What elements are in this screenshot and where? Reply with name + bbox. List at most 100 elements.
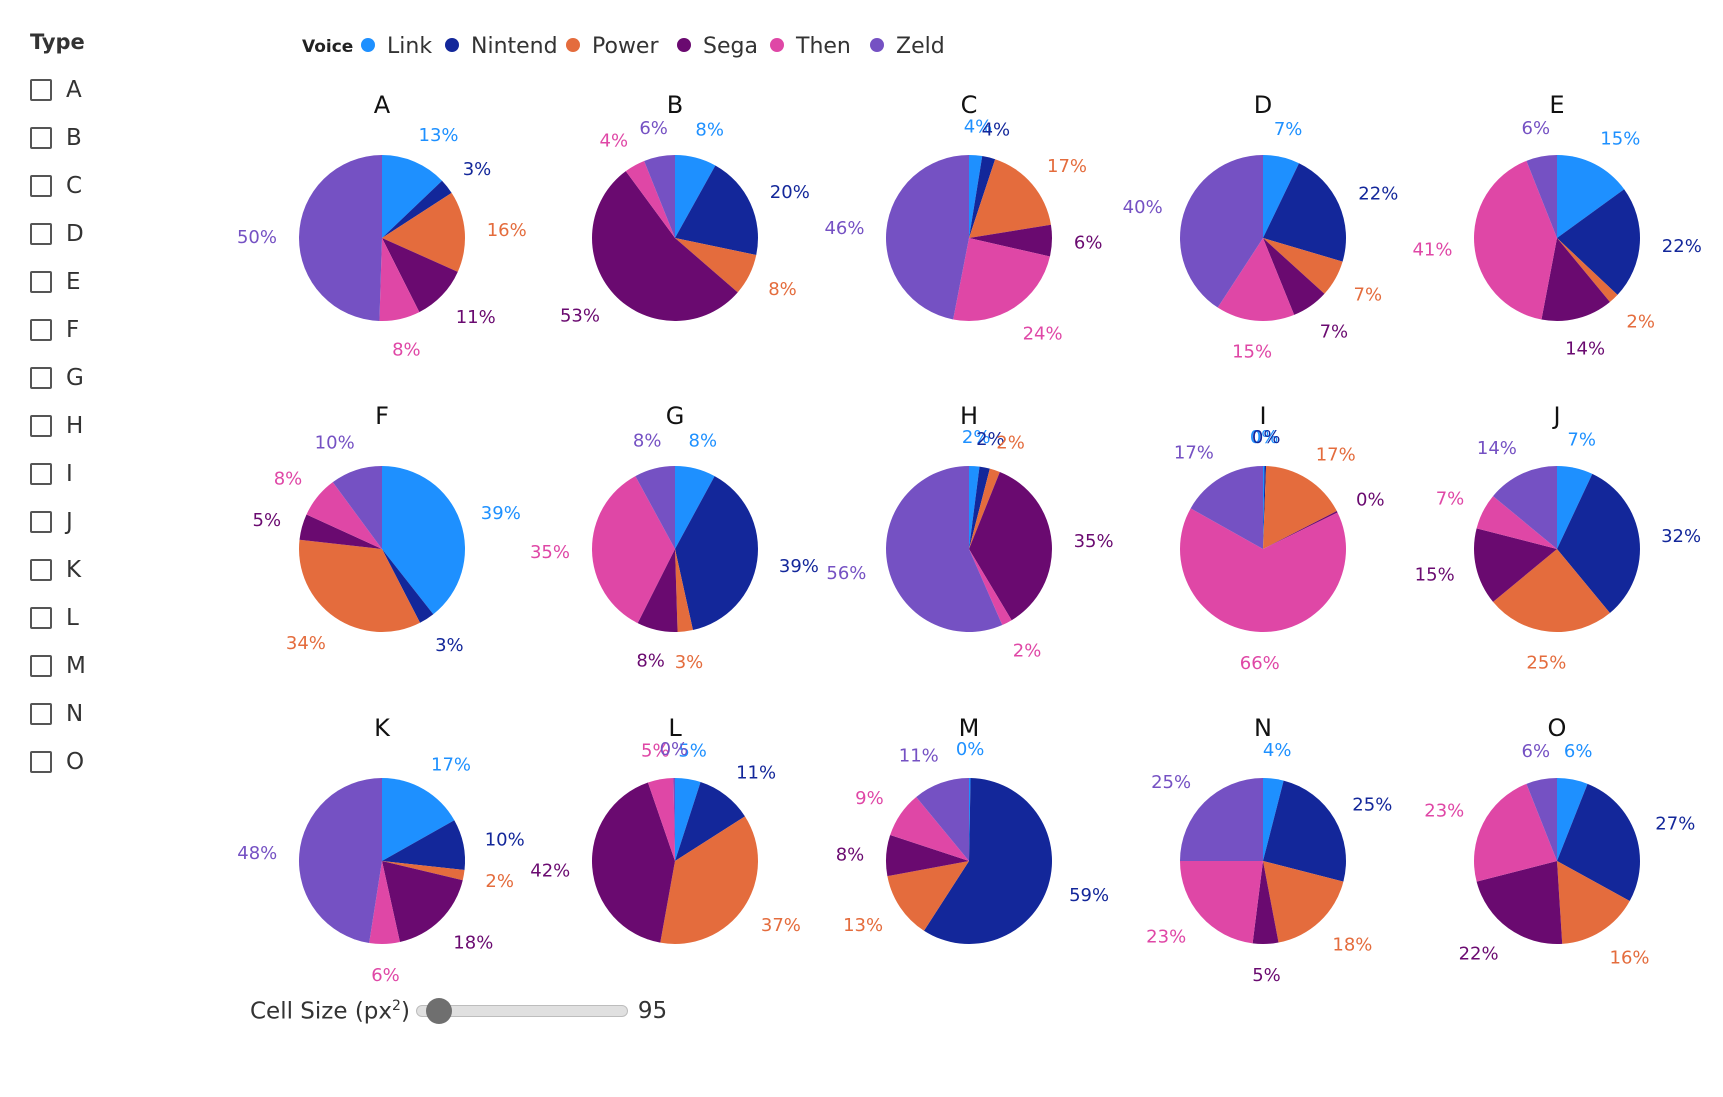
type-checkbox[interactable] [30,703,52,725]
pie-slice-then[interactable] [647,778,675,861]
pie-slice-power[interactable] [1263,238,1343,294]
pie-slice-nintend[interactable] [1263,466,1267,549]
pie-slice-zeld[interactable] [644,155,675,238]
pie-slice-nintend[interactable] [382,180,452,238]
cell-size-slider-thumb[interactable] [426,998,453,1025]
pie-slice-link[interactable] [382,155,443,238]
pie-slice-then[interactable] [1474,160,1557,320]
pie-slice-zeld[interactable] [1180,155,1263,308]
pie-slice-sega[interactable] [382,861,463,943]
pie-slice-sega[interactable] [1263,511,1338,549]
pie-slice-link[interactable] [675,466,715,549]
pie-slice-then[interactable] [1476,496,1557,549]
type-option-i[interactable]: I [30,450,200,498]
pie-slice-link[interactable] [382,778,455,861]
pie-slice-power[interactable] [1557,238,1618,302]
legend-item-nintend[interactable]: Nintend [445,34,558,59]
pie-slice-zeld[interactable] [1493,466,1557,549]
pie-slice-sega[interactable] [1476,861,1563,945]
cell-size-slider[interactable] [415,998,628,1025]
legend-item-zeld[interactable]: Zeld [870,34,945,59]
type-checkbox[interactable] [30,607,52,629]
pie-slice-zeld[interactable] [885,155,969,320]
pie-slice-link[interactable] [1263,155,1300,238]
type-checkbox[interactable] [30,271,52,293]
pie-slice-nintend[interactable] [1557,473,1640,613]
pie-slice-power[interactable] [382,861,465,881]
type-option-e[interactable]: E [30,258,200,306]
type-option-h[interactable]: H [30,402,200,450]
pie-slice-zeld[interactable] [1526,778,1557,861]
pie-slice-sega[interactable] [591,782,675,943]
pie-slice-then[interactable] [1180,861,1263,944]
pie-slice-power[interactable] [969,468,1000,549]
pie-slice-sega[interactable] [886,835,969,877]
pie-slice-nintend[interactable] [969,156,996,238]
pie-slice-sega[interactable] [637,549,678,633]
pie-slice-then[interactable] [1179,508,1346,633]
pie-slice-then[interactable] [379,238,420,322]
pie-slice-power[interactable] [660,816,759,944]
pie-slice-nintend[interactable] [382,549,434,623]
type-checkbox[interactable] [30,463,52,485]
type-checkbox[interactable] [30,223,52,245]
pie-slice-then[interactable] [969,549,1012,626]
type-checkbox[interactable] [30,655,52,677]
legend-item-link[interactable]: Link [361,34,432,59]
type-checkbox[interactable] [30,79,52,101]
pie-slice-then[interactable] [369,861,400,945]
type-checkbox[interactable] [30,319,52,341]
type-option-f[interactable]: F [30,306,200,354]
pie-slice-nintend[interactable] [1557,189,1641,295]
type-option-d[interactable]: D [30,210,200,258]
pie-slice-then[interactable] [1474,783,1557,882]
type-option-m[interactable]: M [30,642,200,690]
pie-slice-nintend[interactable] [675,165,758,255]
pie-slice-zeld[interactable] [298,778,382,943]
pie-slice-power[interactable] [298,539,421,632]
pie-slice-link[interactable] [382,466,465,615]
type-option-l[interactable]: L [30,594,200,642]
pie-slice-then[interactable] [625,160,675,238]
pie-slice-nintend[interactable] [382,820,466,871]
pie-slice-power[interactable] [675,238,757,293]
pie-slice-power[interactable] [887,861,969,931]
pie-slice-zeld[interactable] [886,466,1003,632]
pie-slice-link[interactable] [969,155,983,238]
pie-slice-sega[interactable] [969,224,1053,257]
pie-slice-zeld[interactable] [1190,466,1263,549]
pie-slice-sega[interactable] [1263,238,1325,315]
type-checkbox[interactable] [30,415,52,437]
pie-slice-zeld[interactable] [635,466,675,549]
pie-slice-sega[interactable] [299,514,382,549]
pie-slice-nintend[interactable] [969,466,990,549]
pie-slice-sega[interactable] [1541,238,1610,321]
type-checkbox[interactable] [30,751,52,773]
pie-slice-zeld[interactable] [332,466,382,549]
pie-slice-then[interactable] [591,476,675,624]
type-option-b[interactable]: B [30,114,200,162]
type-checkbox[interactable] [30,127,52,149]
pie-slice-nintend[interactable] [1557,783,1640,901]
pie-slice-then[interactable] [953,238,1050,322]
type-option-o[interactable]: O [30,738,200,786]
pie-slice-sega[interactable] [592,171,738,321]
pie-slice-then[interactable] [890,796,969,861]
pie-slice-zeld[interactable] [1526,155,1557,238]
legend-item-then[interactable]: Then [770,34,851,59]
pie-slice-zeld[interactable] [673,777,675,861]
pie-slice-nintend[interactable] [675,782,745,861]
pie-slice-nintend[interactable] [675,476,758,631]
pie-slice-power[interactable] [969,159,1051,238]
pie-slice-power[interactable] [1263,861,1344,943]
pie-slice-power[interactable] [1557,861,1630,944]
type-checkbox[interactable] [30,511,52,533]
pie-slice-link[interactable] [969,466,980,549]
type-checkbox[interactable] [30,367,52,389]
pie-slice-link[interactable] [1557,155,1625,238]
pie-slice-sega[interactable] [1474,528,1557,602]
pie-slice-nintend[interactable] [1263,163,1347,262]
pie-slice-power[interactable] [382,192,466,272]
pie-slice-zeld[interactable] [1180,778,1263,861]
type-option-c[interactable]: C [30,162,200,210]
